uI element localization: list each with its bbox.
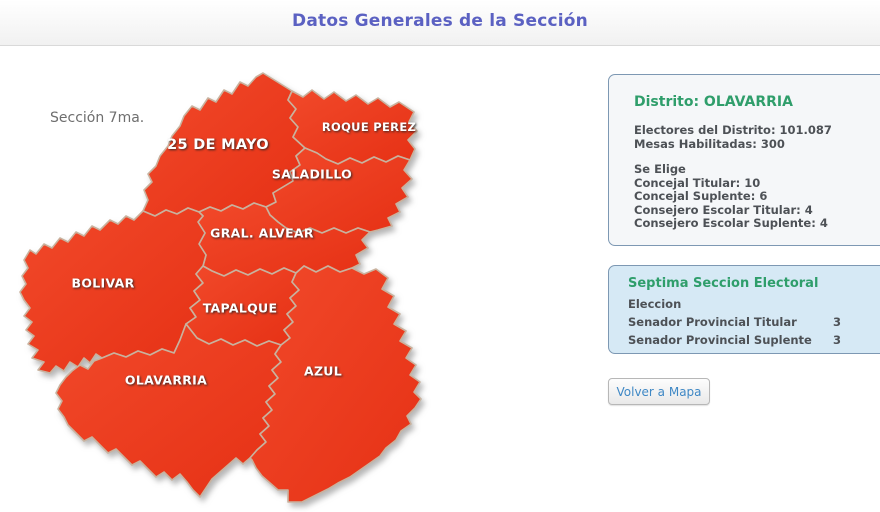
page-header: Datos Generales de la Sección (0, 0, 880, 46)
eleccion-heading: Eleccion (628, 297, 682, 311)
district-tapalque[interactable] (185, 265, 300, 347)
district-electors-line: Electores del Distrito: 101.087 (634, 123, 832, 137)
senador-titular-row: Senador Provincial Titular 3 (628, 313, 880, 331)
page-title: Datos Generales de la Sección (292, 11, 588, 31)
concejal-suplente-line: Concejal Suplente: 6 (634, 189, 768, 203)
district-info-panel: Distrito: OLAVARRIA Electores del Distri… (608, 74, 880, 246)
section-panel-title: Septima Seccion Electoral (628, 276, 819, 291)
section-info-panel: Septima Seccion Electoral Eleccion Senad… (608, 265, 880, 354)
se-elige-heading: Se Elige (634, 162, 686, 176)
consejero-titular-line: Consejero Escolar Titular: 4 (634, 202, 813, 217)
district-panel-title: Distrito: OLAVARRIA (634, 94, 793, 110)
concejal-titular-line: Concejal Titular: 10 (634, 175, 761, 190)
district-roque-perez[interactable] (287, 89, 418, 165)
district-azul[interactable] (249, 265, 422, 503)
section-number-label: Sección 7ma. (50, 110, 145, 126)
senador-suplente-label: Senador Provincial Suplente (628, 333, 812, 347)
district-tables-line: Mesas Habilitadas: 300 (634, 136, 785, 151)
district-bolivar[interactable] (19, 207, 207, 374)
senador-suplente-row: Senador Provincial Suplente 3 (628, 331, 880, 349)
senador-titular-value: 3 (833, 315, 842, 329)
senador-suplente-value: 3 (833, 333, 842, 347)
consejero-suplente-line: Consejero Escolar Suplente: 4 (634, 216, 828, 230)
back-to-map-button[interactable]: Volver a Mapa (608, 378, 710, 405)
district-saladillo[interactable] (265, 147, 413, 234)
senador-titular-label: Senador Provincial Titular (628, 315, 797, 329)
